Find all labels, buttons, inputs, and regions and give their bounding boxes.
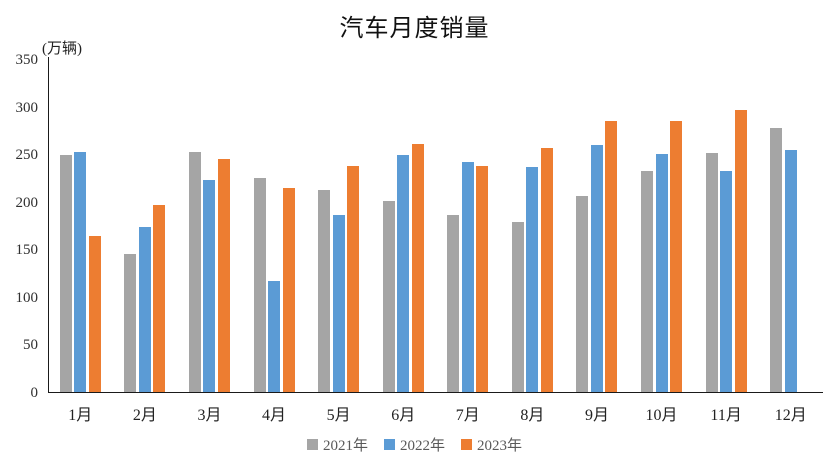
y-tick-label: 150 <box>15 242 39 259</box>
x-tick-label-11月: 11月 <box>710 407 742 424</box>
y-axis-line <box>48 57 50 393</box>
bar-2022年-5月 <box>332 215 345 393</box>
x-tick-label-9月: 9月 <box>584 407 609 424</box>
y-tick-label: 200 <box>15 194 39 211</box>
bar-2023年-10月 <box>670 120 683 393</box>
bar-2022年-8月 <box>526 166 539 393</box>
bar-2023年-8月 <box>540 147 553 393</box>
bar-2021年-3月 <box>188 152 201 393</box>
bar-2022年-7月 <box>461 161 474 393</box>
bar-2022年-12月 <box>784 150 797 393</box>
bar-2022年-6月 <box>397 155 410 393</box>
bar-2023年-7月 <box>476 165 489 393</box>
bar-2022年-1月 <box>74 152 87 393</box>
x-tick-label-8月: 8月 <box>520 407 545 424</box>
legend-swatch-icon <box>461 439 472 450</box>
x-axis-line <box>48 391 823 394</box>
y-axis-unit-label: (万辆) <box>42 41 82 57</box>
bar-2021年-2月 <box>124 254 137 393</box>
legend-label: 2021年 <box>322 438 368 454</box>
bar-2021年-6月 <box>382 200 395 393</box>
bar-2023年-1月 <box>88 236 101 393</box>
legend-item-2021年: 2021年 <box>306 434 368 455</box>
legend-swatch-icon <box>306 439 318 450</box>
bar-2021年-5月 <box>318 190 331 393</box>
bar-2021年-4月 <box>253 177 266 393</box>
x-tick-label-10月: 10月 <box>645 407 678 424</box>
x-tick-label-5月: 5月 <box>326 407 351 424</box>
bar-2023年-3月 <box>217 158 230 393</box>
chart-title: 汽车月度销量 <box>339 16 490 42</box>
bar-2023年-5月 <box>347 165 360 393</box>
x-tick-label-6月: 6月 <box>391 407 416 424</box>
legend-item-2022年: 2022年 <box>383 434 445 455</box>
bar-2022年-9月 <box>590 144 603 393</box>
legend-item-2023年: 2023年 <box>461 434 522 455</box>
x-tick-label-2月: 2月 <box>132 407 157 424</box>
y-tick-label: 300 <box>15 99 39 116</box>
legend-label: 2023年 <box>477 438 523 454</box>
bar-2023年-4月 <box>282 187 295 393</box>
bar-2021年-12月 <box>770 127 783 393</box>
plot-area <box>48 60 823 393</box>
legend-swatch-icon <box>383 439 395 450</box>
x-tick-label-12月: 12月 <box>774 407 807 424</box>
bar-2021年-1月 <box>59 155 72 393</box>
bar-2022年-2月 <box>138 227 151 393</box>
bar-2022年-10月 <box>655 154 668 393</box>
y-tick-label: 350 <box>15 52 39 68</box>
legend-label: 2022年 <box>399 438 445 454</box>
bar-2021年-7月 <box>447 215 460 393</box>
bar-2021年-11月 <box>705 153 718 393</box>
bar-2021年-9月 <box>576 196 589 393</box>
y-tick-label: 50 <box>23 337 38 354</box>
y-tick-label: 0 <box>30 385 39 401</box>
bar-2022年-3月 <box>203 179 216 393</box>
bar-2022年-4月 <box>268 280 281 393</box>
bar-2023年-9月 <box>605 120 618 393</box>
bar-2021年-8月 <box>511 221 524 393</box>
x-tick-label-3月: 3月 <box>197 407 222 424</box>
y-tick-label: 100 <box>15 289 39 306</box>
x-axis-labels: 1月 2月 3月 4月 5月 6月 7月 8月 9月 10月 11月 12月 <box>48 401 823 424</box>
bar-2023年-6月 <box>411 143 424 393</box>
x-tick-label-1月: 1月 <box>68 407 93 424</box>
bar-2022年-11月 <box>720 171 733 393</box>
bar-2023年-11月 <box>734 110 747 393</box>
legend: 2021年 2022年 2023年 <box>0 434 829 455</box>
x-tick-label-7月: 7月 <box>455 407 480 424</box>
bar-2023年-2月 <box>153 204 166 393</box>
y-tick-label: 250 <box>15 147 39 164</box>
bar-2021年-10月 <box>641 171 654 393</box>
x-tick-label-4月: 4月 <box>262 407 287 424</box>
